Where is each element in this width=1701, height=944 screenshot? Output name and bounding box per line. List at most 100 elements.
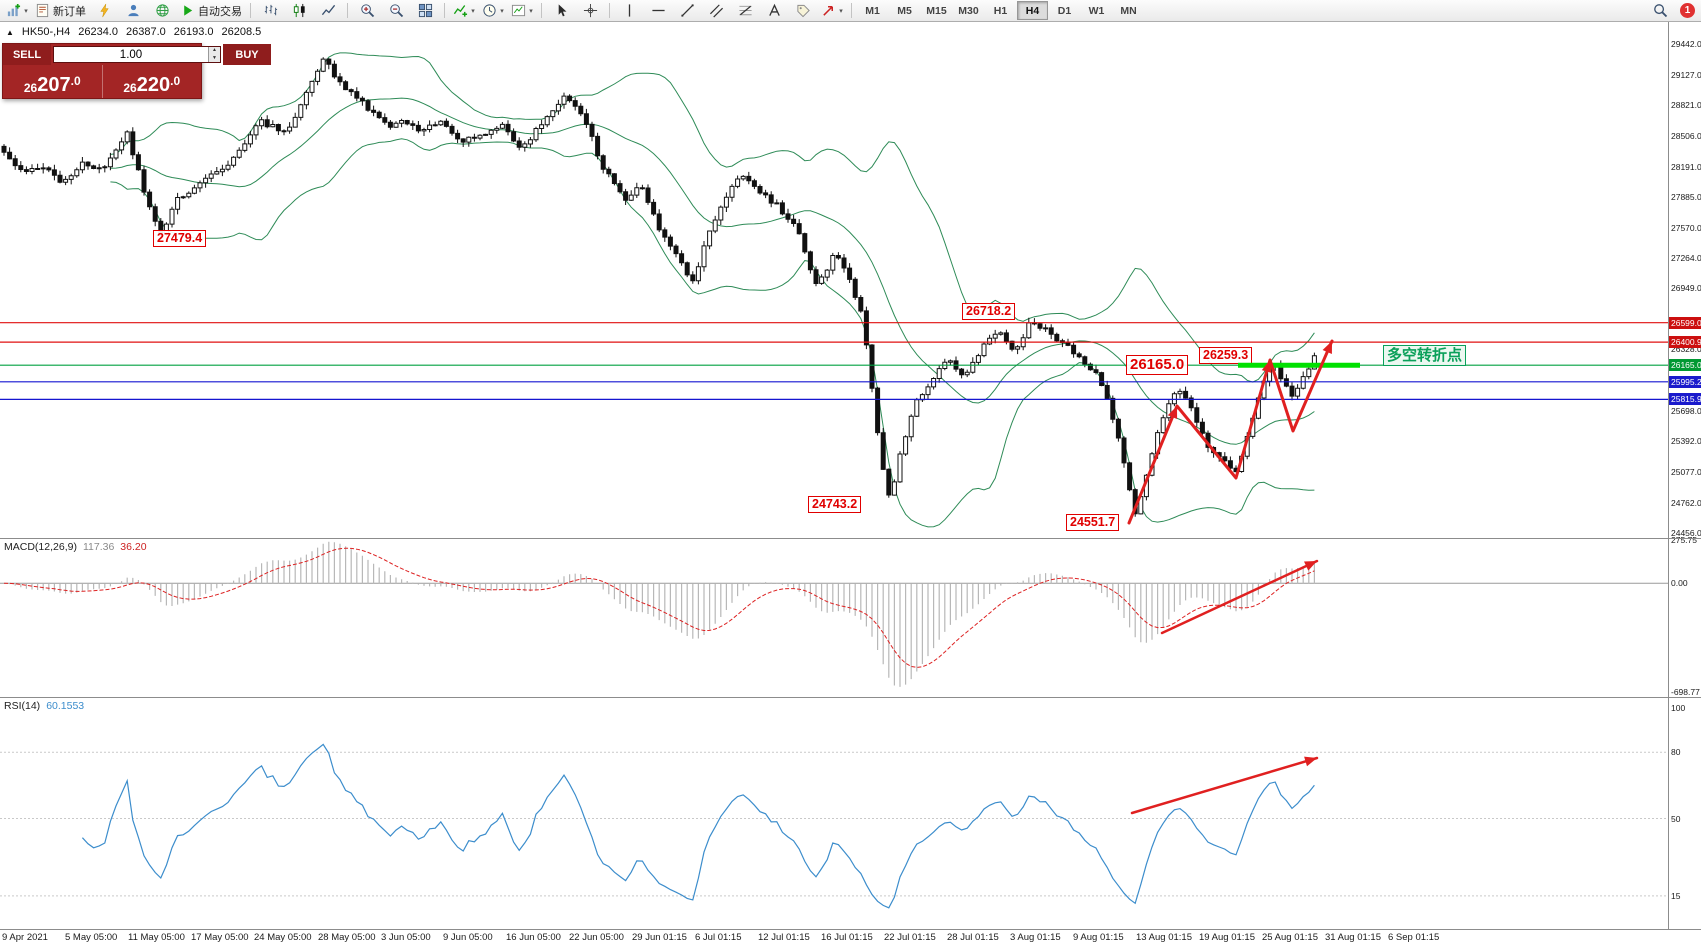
time-label: 9 Jun 05:00 [443,932,493,943]
time-axis[interactable]: 9 Apr 2021 5 May 05:00 11 May 05:00 17 May … [0,930,1701,944]
chevron-down-icon: ▾ [24,7,28,15]
rsi-name: RSI(14) [4,700,41,712]
toolbar-separator [541,3,542,18]
sell-button[interactable]: SELL [3,44,51,65]
volume-decrease-button[interactable]: ▼ [209,54,220,62]
horizontal-line-button[interactable] [644,0,672,22]
alerts-button[interactable] [90,0,118,22]
bollinger-band-line [110,97,1315,445]
search-button[interactable] [1646,0,1674,22]
rsi-tick: 100 [1671,703,1686,714]
toolbar-separator [609,3,610,18]
pane-separator[interactable] [0,538,1701,539]
tile-windows-button[interactable] [411,0,439,22]
fibo-icon [738,5,752,16]
chart-candles-button[interactable] [285,0,313,22]
chevron-down-icon: ▾ [471,7,475,15]
price-annotation[interactable]: 26259.3 [1199,347,1253,364]
templates-button[interactable]: ▾ [508,0,536,22]
timeframe-d1-button[interactable]: D1 [1057,4,1072,17]
community-button[interactable] [119,0,147,22]
main-chart-pane[interactable] [0,23,1668,538]
indicators-button[interactable]: ▾ [450,0,478,22]
indicator-icon [454,5,468,17]
new-order-button[interactable]: 新订单 [32,0,89,22]
crosshair-icon [583,3,597,18]
pane-separator [0,929,1701,930]
price-tick: 27264.0 [1671,252,1701,263]
expand-triangle-icon[interactable]: ▲ [6,27,14,37]
vline-icon [628,4,630,17]
zoom-out-icon [389,4,403,18]
equidistant-channel-button[interactable] [702,0,730,22]
text-button[interactable] [760,0,788,22]
periods-button[interactable]: ▾ [479,0,507,22]
time-label: 29 Jun 01:15 [632,932,687,943]
note-label[interactable]: 多空转折点 [1383,345,1467,366]
chart-bars-button[interactable] [256,0,284,22]
price-tag: 26599.0 [1669,316,1701,329]
rsi-line [81,743,1315,909]
toolbar-separator [250,3,251,18]
time-label: 28 May 05:00 [318,932,376,943]
timeframe-h1-button[interactable]: H1 [993,4,1008,17]
play-icon [184,5,193,16]
fibonacci-button[interactable] [731,0,759,22]
price-annotation[interactable]: 24743.2 [808,496,862,513]
timeframe-m15-button[interactable]: M15 [926,4,947,17]
time-label: 3 Jun 05:00 [381,932,431,943]
timeframe-w1-button[interactable]: W1 [1088,4,1105,17]
new-order-label: 新订单 [53,5,86,18]
chart-line-button[interactable] [314,0,342,22]
timeframe-m30-button[interactable]: M30 [958,4,979,17]
buy-button[interactable]: BUY [223,44,271,65]
price-annotation[interactable]: 24551.7 [1066,514,1120,531]
sell-price[interactable]: 26 207.0 [3,65,102,98]
pane-separator[interactable] [0,697,1701,698]
crosshair-button[interactable] [576,0,604,22]
macd-indicator-label: MACD(12,26,9) 117.36 36.20 [4,541,147,553]
zoom-out-button[interactable] [382,0,410,22]
cursor-button[interactable] [547,0,575,22]
price-axis[interactable]: 29442.0 29127.0 28821.0 28506.0 28191.0 27885… [1668,22,1701,929]
timeframe-m5-button[interactable]: M5 [897,4,912,17]
buy-price[interactable]: 26 220.0 [103,65,202,98]
new-chart-button[interactable]: ▾ [3,0,31,22]
timeframe-h4-button[interactable]: H4 [1017,1,1048,20]
price-annotation[interactable]: 26165.0 [1126,355,1189,375]
price-annotation[interactable]: 27479.4 [153,230,207,247]
notification-badge[interactable]: 1 [1680,3,1695,18]
autotrading-button[interactable]: 自动交易 [177,0,245,22]
text-label-button[interactable] [789,0,817,22]
timeframe-mn-button[interactable]: MN [1120,4,1137,17]
chevron-down-icon: ▾ [839,7,843,15]
profile-icon [127,4,139,17]
vertical-line-button[interactable] [615,0,643,22]
time-label: 6 Sep 01:15 [1388,932,1440,943]
search-icon [1653,4,1667,18]
rsi-tick: 80 [1671,747,1681,758]
symbol-title: HK50-,H4 [21,26,71,38]
price-tick: 28506.0 [1671,130,1701,141]
buy-price-small: 26 [123,81,137,95]
market-button[interactable] [148,0,176,22]
volume-increase-button[interactable]: ▲ [209,47,220,55]
arrows-button[interactable]: ▾ [818,0,846,22]
time-label: 24 May 05:00 [254,932,312,943]
sell-price-big: 207 [37,74,71,96]
bollinger-band-line [110,52,1315,383]
price-tick: 24456.0 [1671,527,1701,538]
price-annotation[interactable]: 26718.2 [962,303,1016,320]
zoom-in-button[interactable] [353,0,381,22]
candles-icon [293,3,305,18]
volume-input[interactable] [54,47,208,62]
volume-spinner: ▲ ▼ [208,47,220,62]
trendline-button[interactable] [673,0,701,22]
sell-price-small: 26 [23,81,38,95]
cursor-icon [558,4,566,17]
timeframe-m1-button[interactable]: M1 [865,4,880,17]
bollinger-band-line [110,138,1315,528]
macd-pane[interactable] [0,538,1668,697]
rsi-pane[interactable] [0,697,1668,929]
